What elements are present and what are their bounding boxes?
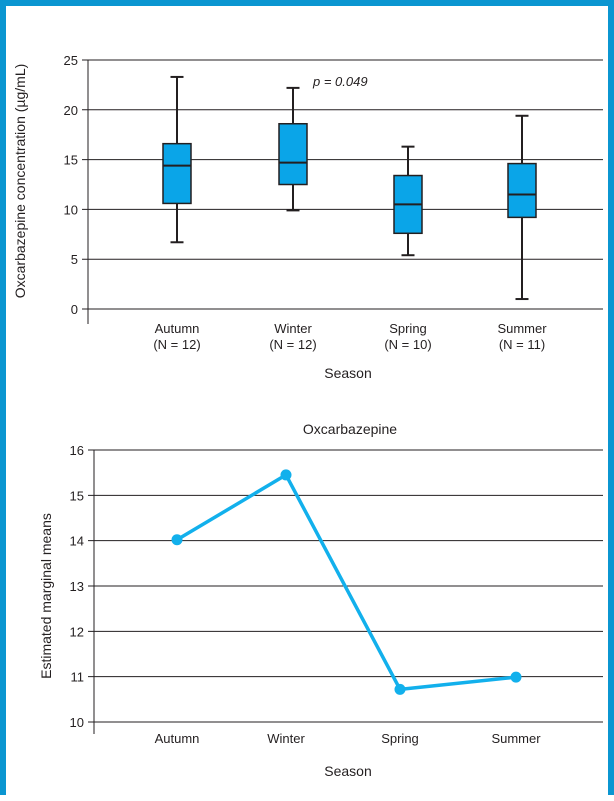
y-tick-label: 15 bbox=[70, 488, 84, 503]
box-winter bbox=[278, 86, 308, 212]
y-tick-label: 0 bbox=[71, 302, 78, 317]
x-category-count: (N = 10) bbox=[384, 337, 431, 352]
data-point-autumn bbox=[171, 534, 183, 546]
y-tick-label: 12 bbox=[70, 624, 84, 639]
x-category-count: (N = 12) bbox=[153, 337, 200, 352]
x-category-count: (N = 11) bbox=[499, 337, 545, 352]
boxplot-x-axis-label: Season bbox=[324, 365, 371, 381]
x-category-label: Autumn bbox=[155, 321, 200, 336]
x-category-label: Autumn bbox=[155, 731, 200, 746]
y-tick-label: 20 bbox=[64, 103, 78, 118]
x-category-label: Summer bbox=[491, 731, 541, 746]
y-tick-label: 10 bbox=[64, 202, 78, 217]
line-y-axis-label: Estimated marginal means bbox=[38, 513, 54, 679]
line-x-axis-label: Season bbox=[324, 763, 371, 779]
series-line bbox=[176, 473, 517, 692]
box-spring bbox=[393, 145, 423, 257]
box-autumn bbox=[162, 75, 192, 244]
data-point-spring bbox=[394, 683, 406, 695]
x-category-label: Spring bbox=[381, 731, 419, 746]
boxplot-y-axis-label: Oxcarbazepine concentration (µg/mL) bbox=[12, 64, 28, 299]
box-summer bbox=[507, 114, 537, 301]
x-category-label: Spring bbox=[389, 321, 427, 336]
x-category-label: Winter bbox=[267, 731, 305, 746]
line-panel: Oxcarbazepine 10 11 12 13 14 15 16 Autumn Winte… bbox=[38, 421, 603, 779]
y-tick-label: 14 bbox=[70, 534, 84, 549]
y-tick-label: 13 bbox=[70, 579, 84, 594]
data-point-summer bbox=[510, 671, 522, 683]
y-tick-label: 5 bbox=[71, 252, 78, 267]
y-tick-label: 25 bbox=[64, 53, 78, 68]
line-chart-title: Oxcarbazepine bbox=[303, 421, 397, 437]
x-category-count: (N = 12) bbox=[269, 337, 316, 352]
x-category-label: Summer bbox=[497, 321, 547, 336]
y-tick-label: 11 bbox=[71, 670, 85, 685]
y-tick-label: 15 bbox=[64, 153, 78, 168]
y-tick-label: 10 bbox=[70, 715, 84, 730]
interquartile-box bbox=[278, 122, 308, 186]
interquartile-box bbox=[162, 142, 192, 205]
p-value-annotation: p = 0.049 bbox=[312, 74, 368, 89]
interquartile-box bbox=[507, 162, 537, 219]
y-tick-label: 16 bbox=[70, 443, 84, 458]
x-category-label: Winter bbox=[274, 321, 312, 336]
data-point-winter bbox=[280, 469, 292, 481]
